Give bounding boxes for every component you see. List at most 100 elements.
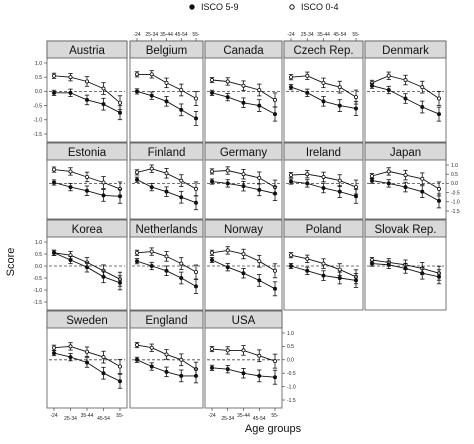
data-point bbox=[118, 100, 123, 105]
y-tick-label: 1.0 bbox=[35, 61, 42, 67]
data-point bbox=[257, 103, 262, 108]
panel-title: Finland bbox=[148, 147, 186, 159]
data-point bbox=[209, 90, 214, 95]
data-point bbox=[288, 263, 293, 268]
panel: Denmark bbox=[364, 40, 447, 143]
data-point bbox=[337, 103, 342, 108]
panel-title-strip bbox=[283, 142, 364, 161]
data-point bbox=[321, 80, 326, 85]
data-point bbox=[337, 275, 342, 280]
data-point bbox=[386, 262, 391, 267]
y-tick-label: -0.5 bbox=[451, 190, 460, 196]
panel-title-strip bbox=[129, 310, 204, 329]
data-point bbox=[164, 352, 169, 357]
panel-title-strip bbox=[46, 142, 128, 161]
data-point bbox=[305, 172, 310, 177]
data-point bbox=[225, 367, 230, 372]
data-point bbox=[272, 286, 277, 291]
panel-title-strip bbox=[46, 310, 128, 329]
legend: ISCO 5-9 ISCO 0-4 bbox=[189, 2, 339, 12]
y-tick-label: -0.5 bbox=[33, 276, 42, 282]
panel-title-strip bbox=[46, 40, 128, 59]
data-point bbox=[85, 349, 90, 354]
x-tick-label: 25-34 bbox=[145, 32, 158, 38]
panel-title: Belgium bbox=[146, 45, 188, 57]
data-point bbox=[321, 185, 326, 190]
data-point bbox=[179, 87, 184, 92]
data-point bbox=[288, 253, 293, 258]
data-point bbox=[337, 178, 342, 183]
data-point bbox=[337, 189, 342, 194]
data-point bbox=[225, 95, 230, 100]
axis-ticks: 1.0 0.5 0.0 -0.5 -1.0 -1.5 1.0 0.5 0.0 -0.5 -1.0 -1… bbox=[33, 32, 459, 422]
data-point bbox=[353, 185, 358, 190]
panel-title: USA bbox=[232, 315, 256, 327]
legend-label: ISCO 5-9 bbox=[201, 2, 239, 12]
y-tick-label: 0.0 bbox=[451, 181, 458, 187]
data-point bbox=[179, 373, 184, 378]
data-point bbox=[101, 371, 106, 376]
panel-title: Korea bbox=[72, 224, 103, 236]
data-point bbox=[225, 168, 230, 173]
data-point bbox=[68, 344, 73, 349]
data-point bbox=[101, 86, 106, 91]
data-point bbox=[288, 173, 293, 178]
data-point bbox=[272, 97, 277, 102]
data-point bbox=[420, 105, 425, 110]
data-point bbox=[68, 90, 73, 95]
panel: Austria bbox=[46, 40, 128, 143]
data-point bbox=[225, 265, 230, 270]
y-axis-title: Score bbox=[5, 248, 17, 277]
data-point bbox=[403, 185, 408, 190]
data-point bbox=[321, 273, 326, 278]
data-point bbox=[288, 75, 293, 80]
panel: Sweden bbox=[46, 310, 128, 409]
data-point bbox=[257, 175, 262, 180]
x-tick-label: 25-34 bbox=[64, 416, 77, 422]
data-point bbox=[52, 351, 57, 356]
data-point bbox=[149, 72, 154, 77]
data-point bbox=[305, 73, 310, 78]
x-tick-label: 55- bbox=[271, 413, 279, 419]
panel: Netherlands bbox=[129, 219, 204, 311]
data-point bbox=[257, 187, 262, 192]
data-point bbox=[353, 95, 358, 100]
data-point bbox=[149, 249, 154, 254]
data-point bbox=[241, 83, 246, 88]
panel: Korea bbox=[46, 219, 128, 311]
data-point bbox=[179, 195, 184, 200]
panel-title: Estonia bbox=[68, 147, 107, 159]
data-point bbox=[52, 180, 57, 185]
panel-title: Canada bbox=[223, 45, 264, 57]
data-point bbox=[52, 250, 57, 255]
panel-grid: Austria Belgium Canada Czech Rep. Denmark Est… bbox=[46, 40, 447, 409]
y-tick-label: -1.5 bbox=[33, 132, 42, 138]
data-point bbox=[403, 266, 408, 271]
data-point bbox=[225, 181, 230, 186]
data-point bbox=[118, 379, 123, 384]
panel-title-strip bbox=[129, 142, 204, 161]
y-tick-label: 1.0 bbox=[35, 240, 42, 246]
data-point bbox=[272, 268, 277, 273]
panel: Canada bbox=[204, 40, 283, 143]
panel-title-strip bbox=[204, 142, 283, 161]
x-tick-label: 25-34 bbox=[221, 416, 234, 422]
panel-title: Norway bbox=[224, 224, 263, 236]
data-point bbox=[209, 169, 214, 174]
data-point bbox=[179, 357, 184, 362]
y-tick-label: 0.5 bbox=[451, 172, 458, 178]
panel-title-strip bbox=[364, 219, 447, 238]
x-tick-label: 45-54 bbox=[97, 416, 110, 422]
data-point bbox=[193, 284, 198, 289]
data-point bbox=[321, 261, 326, 266]
data-point bbox=[305, 256, 310, 261]
panel: England bbox=[129, 310, 204, 409]
data-point bbox=[134, 89, 139, 94]
panel-title-strip bbox=[283, 219, 364, 238]
data-point bbox=[272, 375, 277, 380]
data-point bbox=[257, 259, 262, 264]
data-point bbox=[403, 96, 408, 101]
data-point bbox=[193, 186, 198, 191]
data-point bbox=[149, 364, 154, 369]
data-point bbox=[321, 174, 326, 179]
